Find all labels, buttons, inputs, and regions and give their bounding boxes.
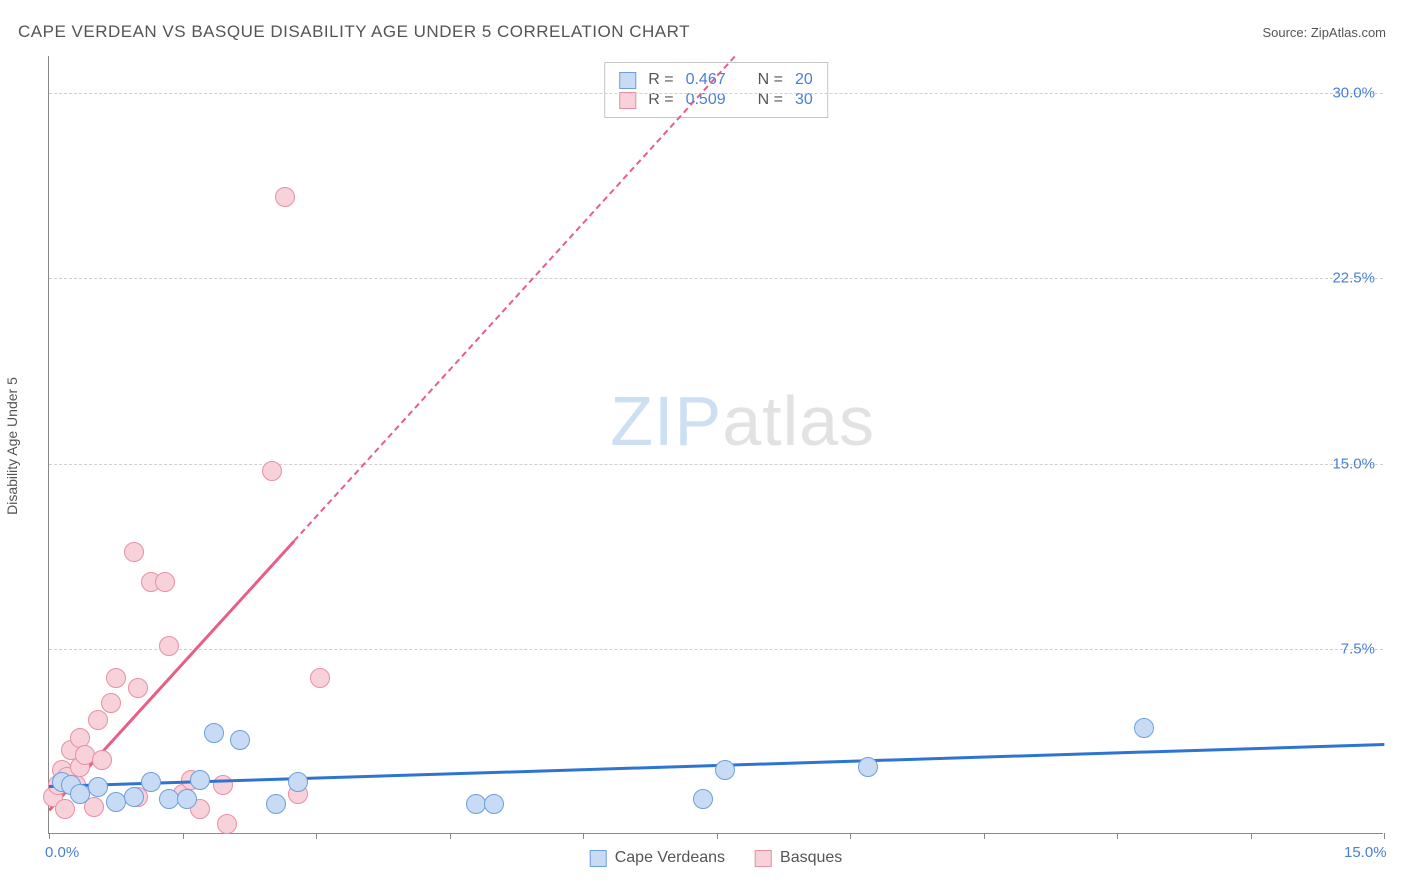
data-point — [1134, 718, 1154, 738]
y-tick-label: 30.0% — [1332, 85, 1375, 102]
gridline — [49, 464, 1383, 465]
data-point — [213, 775, 233, 795]
n-label: N = — [758, 71, 783, 89]
data-point — [217, 814, 237, 834]
x-tick — [1384, 833, 1385, 839]
x-tick — [717, 833, 718, 839]
data-point — [288, 772, 308, 792]
data-point — [230, 730, 250, 750]
gridline — [49, 93, 1383, 94]
watermark-atlas: atlas — [722, 382, 875, 460]
data-point — [155, 572, 175, 592]
x-tick — [1251, 833, 1252, 839]
data-point — [128, 678, 148, 698]
n-value-cape-verdeans: 20 — [795, 71, 813, 89]
x-tick — [49, 833, 50, 839]
legend: Cape Verdeans Basques — [590, 849, 843, 867]
data-point — [101, 693, 121, 713]
data-point — [693, 789, 713, 809]
y-tick-label: 7.5% — [1341, 640, 1375, 657]
x-tick — [316, 833, 317, 839]
chart-title: CAPE VERDEAN VS BASQUE DISABILITY AGE UN… — [18, 22, 690, 42]
data-point — [177, 789, 197, 809]
gridline — [49, 278, 1383, 279]
data-point — [159, 636, 179, 656]
legend-item-basques: Basques — [755, 849, 842, 867]
data-point — [106, 668, 126, 688]
trend-line — [293, 56, 735, 542]
y-tick-label: 22.5% — [1332, 270, 1375, 287]
data-point — [55, 799, 75, 819]
data-point — [124, 787, 144, 807]
correlation-stats-box: R = 0.467 N = 20 R = 0.509 N = 30 — [604, 62, 828, 118]
scatter-plot-area: ZIPatlas R = 0.467 N = 20 R = 0.509 N = … — [48, 56, 1383, 834]
chart-source: Source: ZipAtlas.com — [1262, 25, 1386, 40]
x-tick-label: 15.0% — [1344, 844, 1387, 861]
data-point — [484, 794, 504, 814]
data-point — [88, 777, 108, 797]
legend-swatch-basques — [755, 850, 772, 867]
x-tick — [1117, 833, 1118, 839]
legend-swatch-cape-verdeans — [590, 850, 607, 867]
swatch-basques — [619, 92, 636, 109]
data-point — [190, 770, 210, 790]
x-tick — [183, 833, 184, 839]
swatch-cape-verdeans — [619, 72, 636, 89]
watermark-zip: ZIP — [610, 382, 722, 460]
data-point — [275, 187, 295, 207]
data-point — [141, 772, 161, 792]
legend-label-cape-verdeans: Cape Verdeans — [615, 849, 725, 867]
data-point — [92, 750, 112, 770]
gridline — [49, 649, 1383, 650]
watermark: ZIPatlas — [610, 381, 875, 461]
legend-item-cape-verdeans: Cape Verdeans — [590, 849, 725, 867]
x-tick-label: 0.0% — [45, 844, 79, 861]
data-point — [88, 710, 108, 730]
data-point — [715, 760, 735, 780]
data-point — [310, 668, 330, 688]
data-point — [266, 794, 286, 814]
y-axis-label: Disability Age Under 5 — [4, 377, 20, 515]
data-point — [262, 461, 282, 481]
chart-header: CAPE VERDEAN VS BASQUE DISABILITY AGE UN… — [18, 22, 1386, 42]
x-tick — [984, 833, 985, 839]
x-tick — [583, 833, 584, 839]
x-tick — [450, 833, 451, 839]
data-point — [204, 723, 224, 743]
r-label: R = — [648, 71, 673, 89]
legend-label-basques: Basques — [780, 849, 842, 867]
data-point — [75, 745, 95, 765]
y-tick-label: 15.0% — [1332, 455, 1375, 472]
stats-row-cape-verdeans: R = 0.467 N = 20 — [619, 70, 813, 90]
data-point — [124, 542, 144, 562]
x-tick — [850, 833, 851, 839]
data-point — [858, 757, 878, 777]
